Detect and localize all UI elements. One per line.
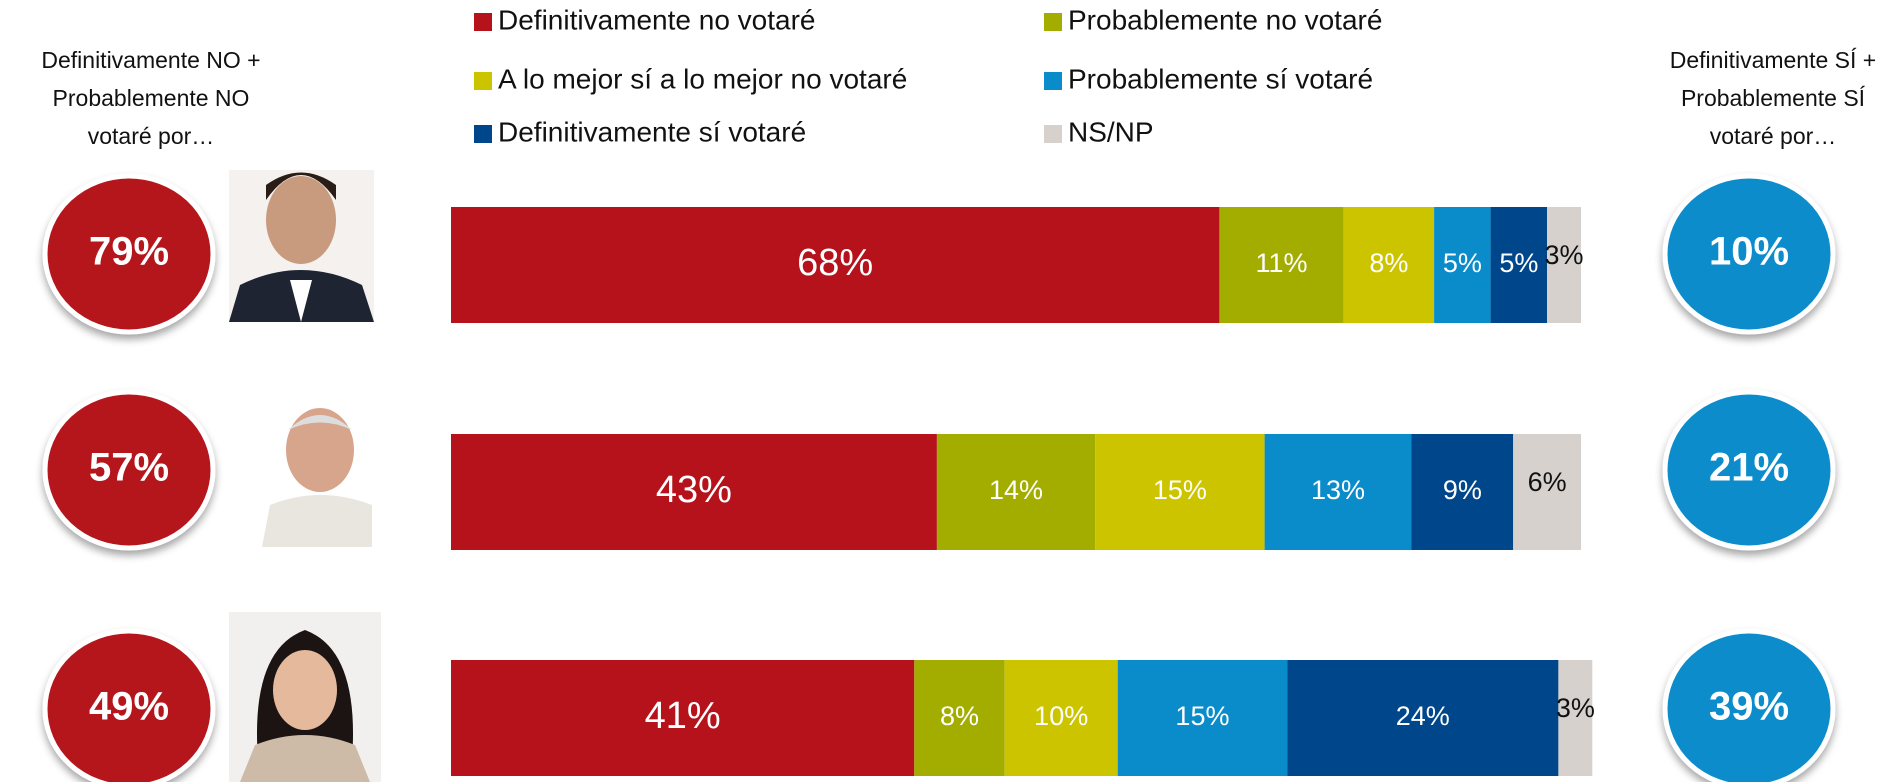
summary-circle bbox=[42, 389, 216, 551]
bar-value-label: 41% bbox=[645, 695, 721, 737]
bar-segment bbox=[451, 207, 1220, 323]
bar-segment bbox=[914, 660, 1005, 776]
summary-value: 10% bbox=[1709, 230, 1789, 274]
legend-swatch bbox=[474, 72, 492, 90]
bar-value-label: 43% bbox=[656, 469, 732, 511]
summary-header: votaré por… bbox=[1710, 123, 1837, 149]
legend-swatch bbox=[1044, 125, 1062, 143]
bar-segment bbox=[936, 434, 1096, 550]
bar-value-label: 68% bbox=[797, 242, 873, 284]
bar-segment bbox=[451, 434, 937, 550]
legend-label: Definitivamente sí votaré bbox=[498, 116, 806, 147]
bar-segment bbox=[1117, 660, 1288, 776]
bar-segment bbox=[1343, 207, 1435, 323]
bar-value-label: 24% bbox=[1396, 701, 1450, 731]
bar-value-label: 8% bbox=[1369, 248, 1408, 278]
bar-value-label: 15% bbox=[1175, 701, 1229, 731]
legend-label: Probablemente no votaré bbox=[1068, 4, 1382, 35]
legend-swatch bbox=[1044, 72, 1062, 90]
bar-segment bbox=[1004, 660, 1118, 776]
bar-value-label: 11% bbox=[1256, 248, 1308, 278]
summary-header: Probablemente NO bbox=[53, 85, 250, 111]
bar-segment bbox=[1287, 660, 1559, 776]
bar-segment bbox=[1558, 660, 1593, 776]
summary-value: 39% bbox=[1709, 685, 1789, 729]
photo bbox=[229, 170, 374, 322]
bar-segment bbox=[1434, 207, 1491, 323]
photo bbox=[229, 612, 381, 782]
legend-label: Probablemente sí votaré bbox=[1068, 63, 1373, 94]
bar-value-label: 15% bbox=[1153, 475, 1207, 505]
bar-segment bbox=[1095, 434, 1265, 550]
summary-circle bbox=[42, 628, 216, 782]
legend-swatch bbox=[474, 13, 492, 31]
summary-circle bbox=[42, 173, 216, 335]
bar-value-label: 9% bbox=[1443, 475, 1482, 505]
bar-value-label: 3% bbox=[1556, 693, 1595, 723]
summary-header: votaré por… bbox=[88, 123, 215, 149]
bar-value-label: 8% bbox=[940, 701, 979, 731]
bar-segment bbox=[1411, 434, 1514, 550]
bar-segment bbox=[1264, 434, 1412, 550]
summary-circle bbox=[1662, 628, 1836, 782]
summary-circle bbox=[1662, 173, 1836, 335]
bar-value-label: 13% bbox=[1311, 475, 1365, 505]
bar-segment bbox=[1490, 207, 1548, 323]
legend-label: Definitivamente no votaré bbox=[498, 4, 816, 35]
legend-label: A lo mejor sí a lo mejor no votaré bbox=[498, 63, 907, 94]
summary-circle bbox=[1662, 389, 1836, 551]
bar-value-label: 10% bbox=[1034, 701, 1088, 731]
summary-value: 21% bbox=[1709, 446, 1789, 490]
bar-value-label: 6% bbox=[1528, 467, 1567, 497]
summary-value: 49% bbox=[89, 685, 169, 729]
summary-header: Definitivamente NO + bbox=[41, 47, 260, 73]
bar-value-label: 5% bbox=[1443, 248, 1482, 278]
bar-value-label: 5% bbox=[1499, 248, 1538, 278]
photo bbox=[262, 395, 372, 547]
legend-label: NS/NP bbox=[1068, 116, 1154, 147]
bar-segment bbox=[1513, 434, 1581, 550]
summary-header: Definitivamente SÍ + bbox=[1670, 47, 1876, 73]
summary-value: 79% bbox=[89, 230, 169, 274]
summary-header: Probablemente SÍ bbox=[1681, 85, 1866, 111]
bar-segment bbox=[451, 660, 915, 776]
bar-value-label: 3% bbox=[1545, 240, 1584, 270]
legend-swatch bbox=[1044, 13, 1062, 31]
bar-value-label: 14% bbox=[989, 475, 1043, 505]
bar-segment bbox=[1219, 207, 1344, 323]
bar-segment bbox=[1547, 207, 1581, 323]
legend-swatch bbox=[474, 125, 492, 143]
summary-value: 57% bbox=[89, 446, 169, 490]
